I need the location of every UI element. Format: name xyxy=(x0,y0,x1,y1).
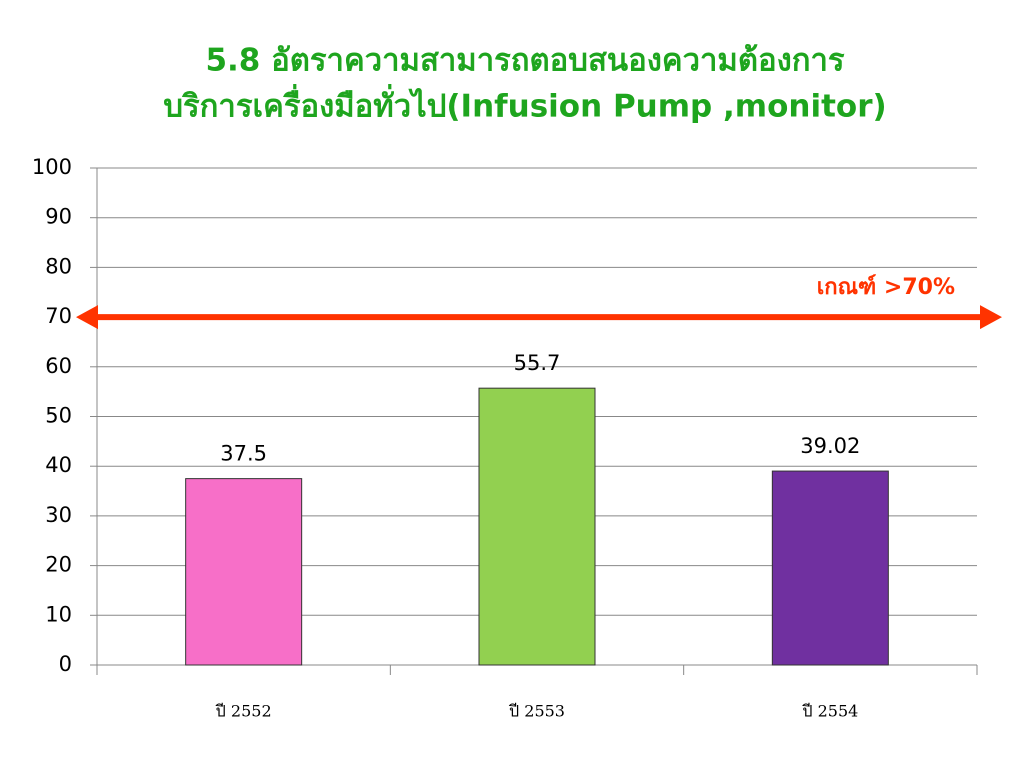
annotation: เกณฑ์ >70% xyxy=(817,274,955,300)
chart-title: 5.8 อัตราความสามารถตอบสนองความต้องการ xyxy=(205,43,844,79)
y-tick-label: 70 xyxy=(45,304,72,328)
x-tick-label: ปี 2552 xyxy=(215,702,271,721)
bar xyxy=(185,478,303,666)
arrow-head xyxy=(980,305,1002,330)
y-tick-label: 10 xyxy=(45,602,72,626)
y-tick-label: 30 xyxy=(45,503,72,527)
y-tick-label: 90 xyxy=(45,205,72,229)
y-tick-label: 0 xyxy=(59,652,72,676)
y-tick-label: 50 xyxy=(45,404,72,428)
y-tick-label: 60 xyxy=(45,354,72,378)
bar xyxy=(771,470,889,666)
chart-title: บริการเครื่องมือทั่วไป(Infusion Pump ,mo… xyxy=(163,84,886,125)
value-label: 39.02 xyxy=(800,434,860,458)
x-tick-label: ปี 2553 xyxy=(509,702,565,721)
value-label: 37.5 xyxy=(220,442,267,466)
y-tick-label: 80 xyxy=(45,254,72,278)
y-tick-label: 100 xyxy=(32,155,72,179)
y-tick-label: 20 xyxy=(45,553,72,577)
bar xyxy=(478,387,596,666)
y-tick-label: 40 xyxy=(45,453,72,477)
arrow-head xyxy=(76,305,98,330)
value-label: 55.7 xyxy=(514,351,561,375)
x-tick-label: ปี 2554 xyxy=(802,702,858,721)
